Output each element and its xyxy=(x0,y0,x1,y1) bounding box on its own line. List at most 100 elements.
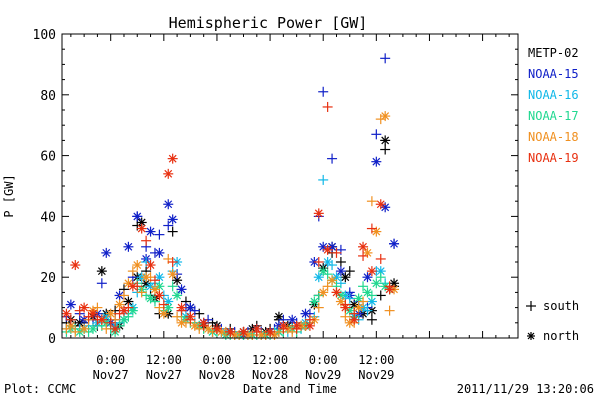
data-point-north xyxy=(114,299,125,310)
legend-entry: NOAA-15 xyxy=(528,67,579,81)
data-point-south xyxy=(70,326,81,337)
x-tick-date-label: Nov29 xyxy=(358,368,394,382)
data-point-south xyxy=(105,317,116,328)
data-point-north xyxy=(389,238,400,249)
data-point-north xyxy=(127,281,138,292)
data-point-north xyxy=(167,269,178,280)
data-point-north xyxy=(132,260,143,271)
data-point-north xyxy=(185,302,196,313)
x-axis-label: Date and Time xyxy=(243,382,337,396)
plot-points xyxy=(61,53,400,340)
data-point-north xyxy=(380,202,391,213)
data-point-north xyxy=(123,296,134,307)
data-point-north xyxy=(322,244,333,255)
y-axis-label: P [GW] xyxy=(2,174,16,217)
data-point-south xyxy=(322,101,333,112)
data-point-north xyxy=(79,302,90,313)
data-point-south xyxy=(335,257,346,267)
data-point-north xyxy=(145,293,156,304)
data-point-north xyxy=(172,275,183,286)
data-point-south xyxy=(172,311,183,322)
data-point-north xyxy=(167,153,178,164)
data-point-north xyxy=(167,214,178,225)
data-point-north xyxy=(96,314,107,325)
data-point-north xyxy=(198,317,209,328)
data-point-south xyxy=(380,53,391,64)
data-point-south xyxy=(366,223,377,234)
data-point-north xyxy=(65,299,76,310)
y-tick-label: 100 xyxy=(33,28,56,43)
data-point-south xyxy=(65,314,76,325)
x-tick-date-label: Nov28 xyxy=(252,368,288,382)
data-point-south xyxy=(340,311,351,322)
data-point-north xyxy=(380,111,391,122)
data-point-north xyxy=(340,272,351,283)
data-point-north xyxy=(185,311,196,322)
data-point-south xyxy=(358,250,369,261)
legend-entry: NOAA-16 xyxy=(528,88,579,102)
data-point-north xyxy=(278,320,289,331)
data-point-south xyxy=(167,257,178,267)
x-tick-date-label: Nov27 xyxy=(146,368,182,382)
data-point-north xyxy=(225,326,236,337)
data-point-north xyxy=(87,308,98,319)
x-tick-date-label: Nov27 xyxy=(93,368,129,382)
data-point-north xyxy=(340,302,351,313)
data-point-north xyxy=(176,284,187,295)
data-point-north xyxy=(176,317,187,328)
data-point-north xyxy=(238,326,249,337)
data-point-north xyxy=(309,296,320,307)
data-point-north xyxy=(313,272,324,283)
legend-entry: NOAA-19 xyxy=(528,151,579,165)
data-point-north xyxy=(61,308,72,319)
marker-legend-label: north xyxy=(543,329,579,343)
data-point-north xyxy=(318,287,329,298)
data-point-north xyxy=(327,275,338,286)
legend-entry: NOAA-17 xyxy=(528,109,579,123)
data-point-north xyxy=(145,260,156,271)
data-point-north xyxy=(163,168,174,179)
data-point-north xyxy=(380,135,391,146)
data-point-north xyxy=(331,287,342,298)
plot-source: Plot: CCMC xyxy=(4,382,76,396)
data-point-north xyxy=(154,272,165,283)
data-point-north xyxy=(322,257,333,267)
data-point-south xyxy=(384,305,395,316)
data-point-north xyxy=(362,287,373,298)
data-point-south xyxy=(358,281,369,292)
data-point-north xyxy=(366,266,377,277)
data-point-north xyxy=(118,314,129,325)
x-tick-time-label: 0:00 xyxy=(96,353,125,367)
data-point-north xyxy=(123,278,134,289)
north-marker-icon xyxy=(527,332,535,340)
data-point-north xyxy=(371,156,382,167)
data-point-south xyxy=(358,296,369,307)
data-point-north xyxy=(163,199,174,210)
data-point-north xyxy=(149,284,160,295)
data-point-north xyxy=(154,281,165,292)
data-point-south xyxy=(141,235,152,246)
data-point-south xyxy=(167,226,178,237)
data-point-north xyxy=(375,199,386,210)
data-point-north xyxy=(331,272,342,283)
data-point-south xyxy=(344,266,355,277)
data-point-north xyxy=(96,266,107,277)
data-point-south xyxy=(375,272,386,283)
marker-legend: south north xyxy=(526,299,579,343)
data-point-north xyxy=(371,278,382,289)
data-point-south xyxy=(375,290,386,301)
data-point-south xyxy=(167,281,178,292)
data-point-south xyxy=(371,129,382,140)
data-point-south xyxy=(375,253,386,264)
data-point-south xyxy=(327,153,338,164)
y-axis-ticks: 0 20 40 60 80 100 xyxy=(33,28,518,347)
data-point-north xyxy=(136,223,147,234)
x-tick-time-label: 12:00 xyxy=(146,353,182,367)
y-tick-label: 40 xyxy=(40,210,56,225)
plot-frame xyxy=(61,33,519,339)
y-tick-label: 20 xyxy=(40,271,56,286)
data-point-north xyxy=(344,317,355,328)
data-point-north xyxy=(335,266,346,277)
data-point-north xyxy=(123,241,134,252)
